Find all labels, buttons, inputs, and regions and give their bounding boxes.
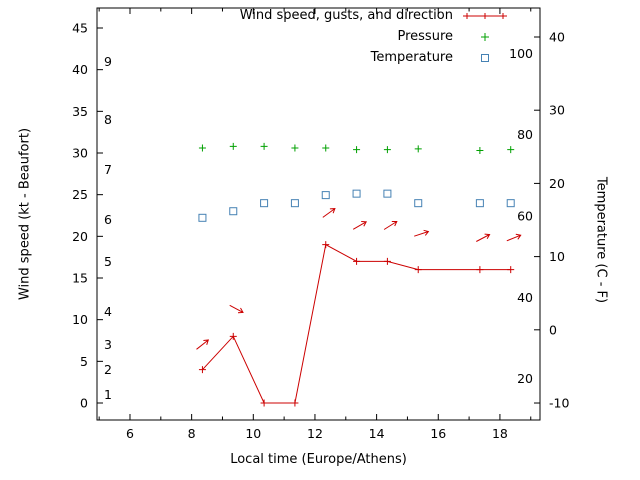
y-left-tick-label: 0 — [80, 396, 88, 411]
beaufort-scale-label: 8 — [104, 112, 112, 127]
y-left-tick-label: 40 — [72, 62, 88, 77]
beaufort-scale-label: 6 — [104, 212, 112, 227]
gust-direction-arrow — [414, 229, 430, 237]
plus-marker — [198, 366, 206, 374]
legend: Wind speed, gusts, and direction Pressur… — [240, 5, 508, 68]
y-left-tick-label: 15 — [72, 271, 88, 286]
gust-direction-arrow — [506, 233, 522, 242]
legend-label-temperature: Temperature — [370, 50, 453, 65]
square-marker — [506, 199, 515, 208]
square-marker — [475, 199, 484, 208]
plus-marker — [507, 266, 515, 274]
plus-marker — [229, 142, 237, 150]
fahrenheit-scale-label: 40 — [517, 290, 533, 305]
wind-line-plus-icon — [462, 10, 508, 22]
plus-marker — [322, 241, 330, 249]
plus-marker — [476, 147, 484, 154]
legend-label-pressure: Pressure — [397, 29, 453, 44]
x-tick-label: 12 — [307, 426, 323, 441]
x-tick-label: 8 — [188, 426, 196, 441]
legend-item-pressure: Pressure — [397, 26, 508, 47]
gust-direction-arrow — [322, 208, 336, 218]
x-axis-title: Local time (Europe/Athens) — [230, 452, 407, 467]
fahrenheit-scale-label: 100 — [509, 46, 533, 61]
pressure-plus-icon — [462, 31, 508, 43]
plus-marker — [476, 266, 484, 274]
legend-item-wind: Wind speed, gusts, and direction — [240, 5, 508, 26]
plus-marker — [322, 144, 330, 152]
plus-marker — [383, 146, 391, 154]
series-temperature_c — [198, 189, 515, 222]
legend-item-temperature: Temperature — [371, 47, 508, 68]
y-right-tick-label: 0 — [549, 322, 557, 337]
plus-marker — [198, 144, 206, 152]
beaufort-scale-label: 2 — [104, 362, 112, 377]
fahrenheit-scale-label: 80 — [517, 127, 533, 142]
y-right-tick-label: 10 — [549, 249, 565, 264]
fahrenheit-scale-label: 60 — [517, 208, 533, 223]
series-pressure_inHg — [198, 142, 515, 154]
beaufort-scale-label: 7 — [104, 162, 112, 177]
x-tick-label: 18 — [492, 426, 508, 441]
y-right-tick-label: -10 — [549, 396, 569, 411]
x-tick-label: 10 — [245, 426, 261, 441]
y-left-tick-label: 45 — [72, 21, 88, 36]
gust-direction-arrow — [352, 221, 368, 230]
y-axis-title-left: Wind speed (kt - Beaufort) — [17, 127, 33, 301]
x-tick-label: 6 — [126, 426, 134, 441]
y-left-tick-label: 25 — [72, 187, 88, 202]
y-left-tick-label: 30 — [72, 146, 88, 161]
square-marker — [229, 207, 238, 216]
temperature-square-icon — [462, 52, 508, 64]
gust-direction-arrow — [383, 221, 398, 230]
square-marker — [414, 199, 423, 208]
square-marker — [290, 199, 299, 208]
x-tick-label: 14 — [369, 426, 385, 441]
y-axis-title-right: Temperature (C - F) — [593, 176, 609, 304]
plus-marker — [229, 332, 237, 340]
plus-marker — [353, 257, 361, 265]
beaufort-scale-label: 9 — [104, 54, 112, 69]
series-line — [202, 243, 511, 404]
y-left-tick-label: 5 — [80, 354, 88, 369]
plot-border — [96, 7, 541, 421]
square-marker — [260, 199, 269, 208]
beaufort-scale-label: 3 — [104, 337, 112, 352]
square-marker — [352, 189, 361, 198]
beaufort-scale-label: 1 — [104, 387, 112, 402]
plus-marker — [414, 145, 422, 153]
y-left-tick-label: 20 — [72, 229, 88, 244]
gust-direction-arrow — [229, 304, 244, 314]
plus-marker — [291, 144, 299, 152]
x-axis: 6 8 10 12 14 16 18 — [98, 8, 532, 441]
plus-marker — [353, 146, 361, 154]
plus-marker — [414, 266, 422, 274]
wind-direction-arrows — [196, 208, 522, 350]
gust-direction-arrow — [476, 233, 491, 242]
beaufort-scale-label: 4 — [104, 304, 112, 319]
y-left-tick-label: 35 — [72, 104, 88, 119]
plus-marker — [507, 146, 515, 154]
plus-marker — [383, 257, 391, 265]
y-right-axis: -10 0 10 20 30 40 20 40 60 80 100 — [509, 29, 569, 410]
fahrenheit-scale-label: 20 — [517, 371, 533, 386]
square-marker — [321, 191, 330, 200]
legend-label-wind: Wind speed, gusts, and direction — [239, 8, 453, 23]
y-right-tick-label: 20 — [549, 176, 565, 191]
beaufort-scale-label: 5 — [104, 254, 112, 269]
plus-marker — [260, 142, 268, 150]
y-left-tick-label: 10 — [72, 312, 88, 327]
plus-marker — [291, 399, 299, 407]
square-marker — [383, 189, 392, 198]
y-right-tick-label: 40 — [549, 29, 565, 44]
gust-direction-arrow — [196, 339, 210, 350]
y-right-tick-label: 30 — [549, 103, 565, 118]
square-marker — [198, 213, 207, 222]
x-tick-label: 16 — [430, 426, 446, 441]
plus-marker — [260, 399, 268, 407]
series-wind_speed_kt — [198, 241, 515, 407]
